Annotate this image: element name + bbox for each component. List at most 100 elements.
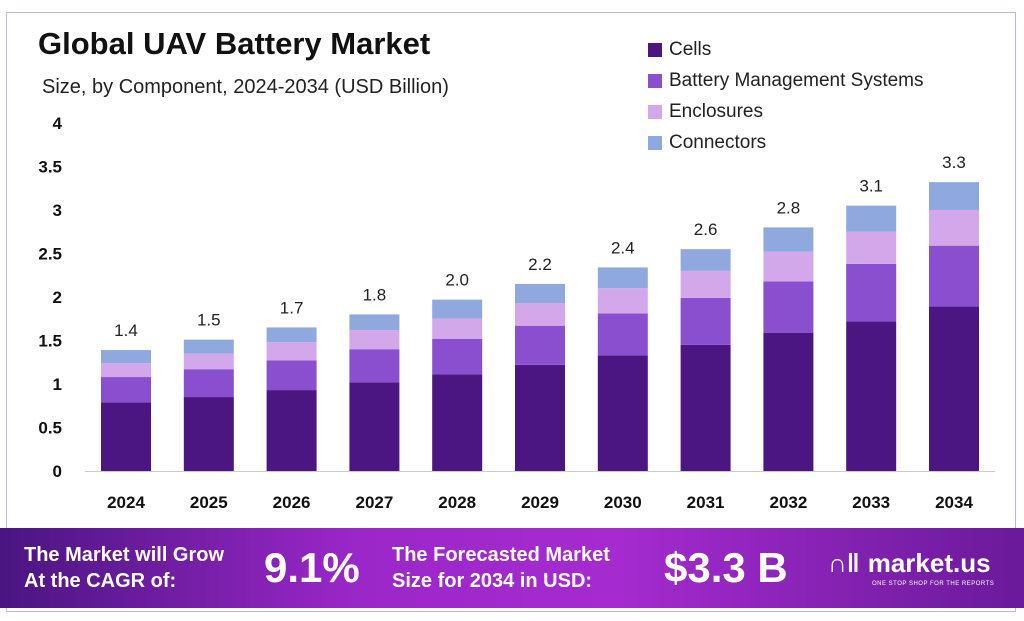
bar-segment-connectors: [101, 350, 151, 364]
legend-item-connectors: Connectors: [648, 127, 924, 158]
legend-swatch: [648, 104, 662, 119]
total-label: 3.3: [942, 153, 966, 172]
bar-segment-battery-management-systems: [266, 360, 317, 391]
legend-label: Connectors: [669, 131, 767, 153]
bar-segment-connectors: [680, 249, 731, 271]
legend-item-cells: Cells: [648, 34, 924, 65]
total-label: 1.8: [363, 285, 387, 304]
bar-segment-enclosures: [763, 251, 814, 282]
bar-segment-enclosures: [846, 231, 897, 264]
bar-segment-cells: [846, 321, 897, 471]
forecast-value: $3.3 B: [664, 544, 788, 591]
bar-segment-cells: [763, 332, 814, 471]
bar-segment-cells: [929, 306, 979, 471]
cagr-label-line1: The Market will Grow: [24, 544, 225, 566]
bar-segment-battery-management-systems: [929, 245, 979, 307]
x-tick-label: 2025: [190, 493, 228, 512]
bar-segment-battery-management-systems: [183, 369, 234, 398]
x-tick-label: 2026: [273, 493, 311, 512]
cagr-label-line2: At the CAGR of:: [24, 570, 177, 592]
x-tick-label: 2029: [521, 493, 559, 512]
market-us-logo: ∩‖ market.us ONE STOP SHOP FOR THE REPOR…: [828, 548, 994, 587]
chart-title: Global UAV Battery Market: [38, 26, 431, 61]
bar-segment-connectors: [183, 339, 234, 354]
bar-segment-connectors: [763, 227, 814, 252]
total-label: 2.0: [445, 271, 469, 290]
forecast-label-line1: The Forecasted Market: [392, 544, 610, 566]
legend-label: Cells: [669, 38, 712, 60]
y-tick-label: 0.5: [38, 419, 62, 438]
legend: Cells Battery Management Systems Enclosu…: [648, 34, 924, 158]
bar-segment-cells: [101, 402, 151, 471]
bar-segment-battery-management-systems: [763, 281, 814, 333]
bar-segment-enclosures: [349, 330, 400, 350]
bar-segment-battery-management-systems: [349, 349, 400, 383]
y-tick-label: 1.5: [38, 332, 62, 351]
bar-segment-connectors: [266, 327, 317, 343]
y-tick-label: 0: [53, 462, 62, 481]
logo-name: market.us: [867, 548, 991, 578]
y-tick-label: 3: [53, 201, 62, 220]
chart-plot: 0 0.5 1 1.5 2 2.5 3 3.5 4 1.4 2024 1.5 2025 1.7 2026 1.…: [38, 114, 995, 512]
x-tick-label: 2033: [852, 493, 890, 512]
total-label: 2.6: [694, 220, 718, 239]
legend-swatch: [648, 42, 662, 57]
x-tick-label: 2028: [438, 493, 476, 512]
legend-swatch: [648, 73, 662, 88]
legend-label: Enclosures: [669, 100, 763, 122]
summary-banner: The Market will Grow At the CAGR of: 9.1…: [0, 528, 1024, 608]
logo-tagline: ONE STOP SHOP FOR THE REPORTS: [872, 581, 995, 587]
bar-segment-cells: [183, 397, 234, 471]
forecast-label-line2: Size for 2034 in USD:: [392, 570, 593, 592]
x-tick-label: 2034: [935, 493, 973, 512]
forecast-label: The Forecasted Market Size for 2034 in U…: [392, 542, 610, 594]
chart-frame: [6, 12, 1016, 612]
bar-segment-connectors: [929, 182, 979, 210]
bar-segment-enclosures: [515, 303, 565, 326]
total-label: 2.4: [611, 238, 635, 257]
bar-segment-enclosures: [680, 270, 731, 298]
x-tick-label: 2027: [355, 493, 393, 512]
bar-segment-battery-management-systems: [597, 313, 648, 356]
bar-segment-connectors: [515, 283, 565, 304]
bar-segment-cells: [680, 344, 731, 471]
bar-segment-connectors: [597, 267, 648, 289]
legend-item-bms: Battery Management Systems: [648, 65, 924, 96]
total-label: 2.8: [777, 198, 801, 217]
bar-segment-enclosures: [183, 353, 234, 370]
total-label: 1.4: [114, 321, 138, 340]
x-tick-label: 2031: [687, 493, 725, 512]
bar-segment-cells: [515, 364, 565, 471]
bar-segment-battery-management-systems: [846, 263, 897, 322]
total-label: 2.2: [528, 255, 552, 274]
bar-segment-cells: [349, 382, 400, 471]
cagr-value: 9.1%: [264, 544, 360, 591]
y-tick-label: 1: [53, 375, 62, 394]
bar-segment-enclosures: [432, 318, 483, 339]
bar-segment-battery-management-systems: [101, 377, 151, 403]
total-label: 3.1: [859, 177, 883, 196]
legend-swatch: [648, 135, 662, 150]
bar-segment-cells: [432, 374, 483, 471]
bar-segment-connectors: [846, 205, 897, 232]
bar-segment-connectors: [432, 299, 483, 319]
legend-label: Battery Management Systems: [669, 69, 924, 91]
bar-segment-enclosures: [266, 342, 317, 361]
bar-segment-battery-management-systems: [515, 325, 565, 365]
bar-segment-enclosures: [929, 210, 979, 246]
legend-item-enclosures: Enclosures: [648, 96, 924, 127]
x-tick-label: 2032: [769, 493, 807, 512]
y-tick-label: 2: [53, 288, 62, 307]
chart-subtitle: Size, by Component, 2024-2034 (USD Billi…: [42, 76, 449, 98]
total-label: 1.7: [280, 298, 304, 317]
bar-segment-battery-management-systems: [432, 338, 483, 375]
bar-segment-enclosures: [597, 288, 648, 314]
y-tick-label: 2.5: [38, 245, 62, 264]
y-tick-label: 4: [53, 114, 63, 133]
bar-segment-enclosures: [101, 363, 151, 378]
bar-segment-cells: [597, 355, 648, 471]
bar-segment-connectors: [349, 314, 400, 331]
total-label: 1.5: [197, 311, 221, 330]
bar-segment-battery-management-systems: [680, 297, 731, 345]
bar-segment-cells: [266, 390, 317, 471]
